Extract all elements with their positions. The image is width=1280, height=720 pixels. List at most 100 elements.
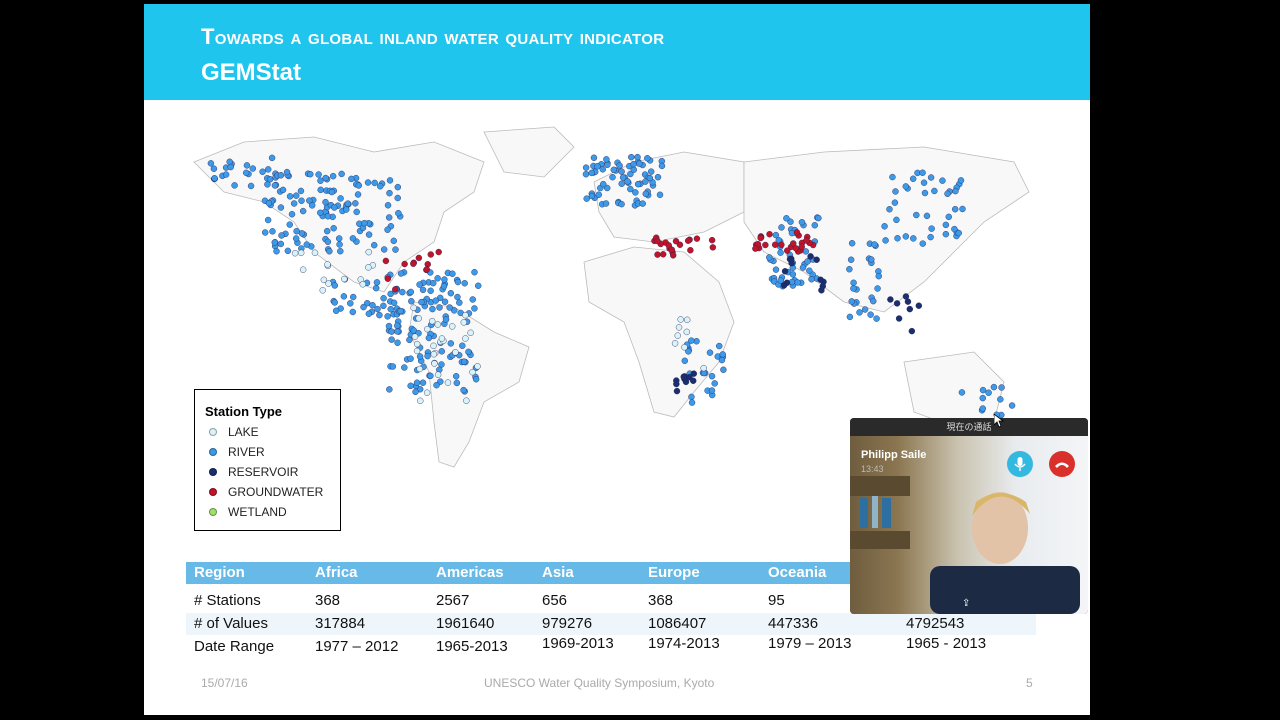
station-dot: [322, 198, 329, 206]
station-dot: [803, 237, 810, 244]
station-dot: [654, 237, 661, 245]
station-dot: [331, 282, 338, 289]
end-call-button[interactable]: [1049, 451, 1075, 477]
station-dot: [361, 219, 368, 227]
table-cell: 447336: [768, 615, 819, 632]
table-row: # of Values 317884 1961640 979276 108640…: [186, 613, 1036, 635]
station-dot: [603, 156, 610, 163]
station-dot: [921, 189, 929, 197]
station-dot: [618, 168, 625, 175]
station-dot: [365, 248, 372, 256]
station-dot: [413, 340, 421, 348]
station-dot: [673, 380, 680, 388]
station-dot: [335, 235, 343, 242]
station-dot: [875, 272, 882, 280]
station-dot: [271, 182, 279, 189]
caller-video: [850, 436, 1088, 614]
station-dot: [687, 247, 694, 254]
share-icon[interactable]: ⇪: [962, 598, 971, 609]
station-dot: [659, 251, 667, 258]
station-dot: [634, 153, 641, 161]
station-dot: [794, 279, 801, 286]
station-dot: [242, 169, 250, 177]
station-dot: [418, 298, 425, 306]
reservoir-marker: [209, 468, 217, 476]
station-dot: [384, 226, 391, 233]
station-dot: [762, 241, 769, 249]
station-dot: [453, 379, 461, 387]
station-dot: [207, 160, 215, 167]
station-dot: [461, 280, 468, 287]
table-cell: 1977 – 2012: [315, 638, 399, 655]
station-dot: [624, 178, 631, 185]
station-dot: [394, 194, 401, 202]
station-dot: [317, 209, 324, 216]
station-dot: [308, 202, 316, 209]
microphone-icon: [1014, 457, 1026, 471]
station-dot: [813, 256, 820, 263]
legend-title: Station Type: [205, 404, 283, 419]
station-dot: [328, 188, 336, 196]
river-marker: [209, 448, 217, 456]
station-dot: [419, 379, 427, 386]
station-dot: [807, 253, 814, 260]
station-dot: [380, 246, 388, 253]
station-dot: [429, 317, 436, 325]
station-dot: [337, 195, 344, 202]
station-dot: [419, 286, 427, 294]
station-dot: [891, 199, 899, 206]
station-dot: [388, 336, 395, 343]
station-dot: [979, 386, 987, 394]
station-dot: [997, 396, 1004, 403]
station-dot: [292, 235, 300, 242]
station-dot: [286, 193, 294, 200]
station-dot: [893, 300, 901, 307]
station-dot: [874, 285, 881, 292]
station-dot: [331, 299, 338, 306]
station-dot: [462, 311, 469, 319]
station-dot: [688, 393, 695, 401]
station-dot: [271, 239, 279, 246]
station-dot: [998, 384, 1005, 391]
station-dot: [920, 179, 928, 186]
station-dot: [343, 206, 350, 213]
station-dot: [955, 229, 962, 237]
station-dot: [979, 405, 986, 412]
station-dot: [871, 241, 878, 248]
station-dot: [415, 254, 423, 262]
station-dot: [959, 205, 966, 213]
slide-subtitle: GEMStat: [201, 59, 302, 86]
station-dot: [394, 183, 401, 191]
station-dot: [452, 349, 459, 356]
station-dot: [460, 358, 468, 365]
station-dot: [268, 154, 276, 162]
station-dot: [594, 163, 601, 170]
station-dot: [355, 182, 362, 189]
station-dot: [709, 244, 717, 251]
station-dot: [277, 204, 285, 211]
video-call-title-bar[interactable]: 現在の通話: [850, 418, 1088, 436]
station-dot: [787, 218, 794, 225]
video-call-overlay[interactable]: 現在の通話 Philipp Saile 13:43 ⇪: [850, 418, 1088, 614]
legend-item-lake: LAKE: [209, 424, 259, 440]
slide-header: Towards a global inland water quality in…: [144, 4, 1090, 100]
station-dot: [928, 225, 935, 232]
presentation-slide: Towards a global inland water quality in…: [144, 4, 1090, 715]
station-dot: [243, 162, 251, 169]
station-dot: [632, 189, 639, 196]
mute-button[interactable]: [1007, 451, 1033, 477]
world-map: [193, 126, 1030, 468]
station-dot: [958, 389, 966, 396]
station-dot: [410, 304, 417, 312]
station-dot: [848, 298, 855, 305]
station-dot: [380, 295, 387, 302]
station-dot: [380, 302, 387, 310]
station-dot: [463, 397, 470, 404]
station-dot: [1008, 402, 1016, 409]
legend-label: WETLAND: [228, 505, 287, 519]
station-dot: [669, 252, 677, 259]
north-america-outline: [193, 136, 485, 293]
station-dot: [684, 237, 692, 244]
station-dot: [341, 275, 348, 283]
station-dot: [583, 195, 590, 202]
